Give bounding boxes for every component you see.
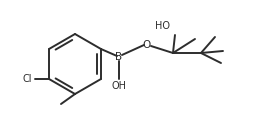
Text: HO: HO [155,21,170,31]
Text: OH: OH [112,81,126,91]
Text: B: B [116,52,122,62]
Text: O: O [143,40,151,50]
Text: Cl: Cl [23,74,32,84]
